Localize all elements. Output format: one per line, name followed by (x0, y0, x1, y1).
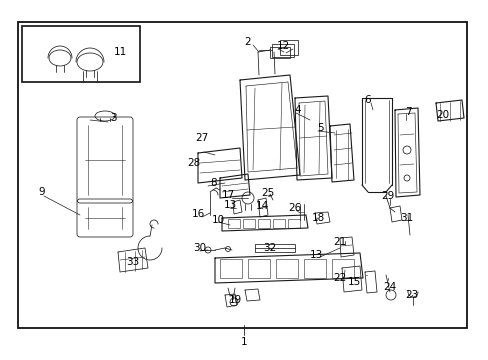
Text: 6: 6 (364, 95, 370, 105)
Text: 33: 33 (126, 257, 140, 267)
Text: 22: 22 (333, 273, 346, 283)
Text: 11: 11 (113, 47, 126, 57)
Text: 13: 13 (223, 200, 236, 210)
Text: 9: 9 (39, 187, 45, 197)
Text: 28: 28 (187, 158, 200, 168)
Bar (254, 244, 294, 252)
Text: 7: 7 (404, 107, 410, 117)
Text: 10: 10 (211, 215, 224, 225)
Bar (227, 219, 240, 228)
Text: 5: 5 (316, 123, 323, 133)
Text: 19: 19 (228, 295, 241, 305)
Text: 31: 31 (400, 213, 413, 223)
Bar (258, 219, 269, 228)
Text: 21: 21 (333, 237, 346, 247)
Text: 27: 27 (195, 133, 208, 143)
Bar (280, 40, 297, 55)
Bar (287, 219, 299, 228)
Text: 20: 20 (436, 110, 448, 120)
Text: 3: 3 (109, 113, 116, 123)
Text: 8: 8 (210, 178, 217, 188)
Text: 16: 16 (191, 209, 204, 219)
Bar (269, 47, 289, 58)
Bar (271, 44, 293, 57)
Text: 25: 25 (261, 188, 274, 198)
Text: 29: 29 (381, 191, 394, 201)
Text: 14: 14 (255, 201, 268, 211)
Bar (304, 259, 325, 278)
Text: 18: 18 (311, 213, 324, 223)
Text: 30: 30 (193, 243, 206, 253)
Bar (22, 26, 140, 82)
Text: 15: 15 (346, 277, 360, 287)
Text: 23: 23 (405, 290, 418, 300)
Bar (275, 259, 297, 278)
Bar (18, 22, 466, 328)
Bar (247, 259, 269, 278)
Text: 13: 13 (309, 250, 322, 260)
Text: 12: 12 (276, 41, 289, 51)
Bar (220, 259, 242, 278)
Text: 17: 17 (221, 190, 234, 200)
Text: 26: 26 (288, 203, 301, 213)
Text: 2: 2 (244, 37, 251, 47)
Bar (243, 219, 254, 228)
Bar (331, 259, 353, 278)
Text: 24: 24 (383, 282, 396, 292)
Bar (272, 219, 285, 228)
Text: 4: 4 (294, 105, 301, 115)
Text: 32: 32 (263, 243, 276, 253)
Text: 1: 1 (240, 337, 247, 347)
